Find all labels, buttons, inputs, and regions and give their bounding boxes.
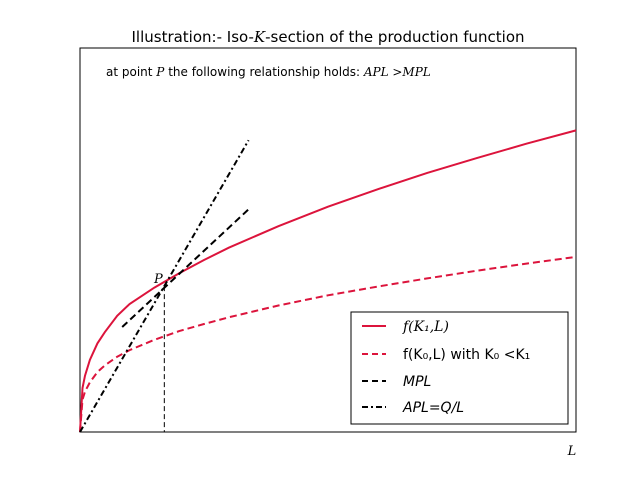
series-line-mpl xyxy=(121,208,250,328)
x-axis-label: L xyxy=(567,444,577,459)
legend-label-mpl: MPL xyxy=(403,374,431,390)
point-p-label: P xyxy=(153,272,163,287)
chart-title: Illustration:- Iso-K-section of the prod… xyxy=(131,28,524,46)
annotation-prefix: at point xyxy=(106,65,156,79)
annotation-point: P xyxy=(155,65,165,79)
series-layer xyxy=(79,129,577,433)
legend-box xyxy=(350,311,569,425)
title-suffix: -section of the production function xyxy=(265,28,524,46)
series-line-k0 xyxy=(79,255,577,433)
annotation-relation: APL >MPL xyxy=(363,65,431,79)
legend: f(K₁,L) f(K₀,L) with K₀ <K₁ MPL APL=Q/L xyxy=(350,311,569,425)
legend-label-k1: f(K₁,L) xyxy=(402,319,449,335)
title-prefix: Illustration:- Iso- xyxy=(131,28,253,46)
annotation-middle: the following relationship holds: xyxy=(164,65,363,79)
legend-label-k0: f(K₀,L) with K₀ <K₁ xyxy=(403,347,530,363)
legend-label-apl: APL=Q/L xyxy=(402,400,464,416)
annotation: at point P the following relationship ho… xyxy=(106,65,431,79)
title-var: K xyxy=(253,28,266,46)
